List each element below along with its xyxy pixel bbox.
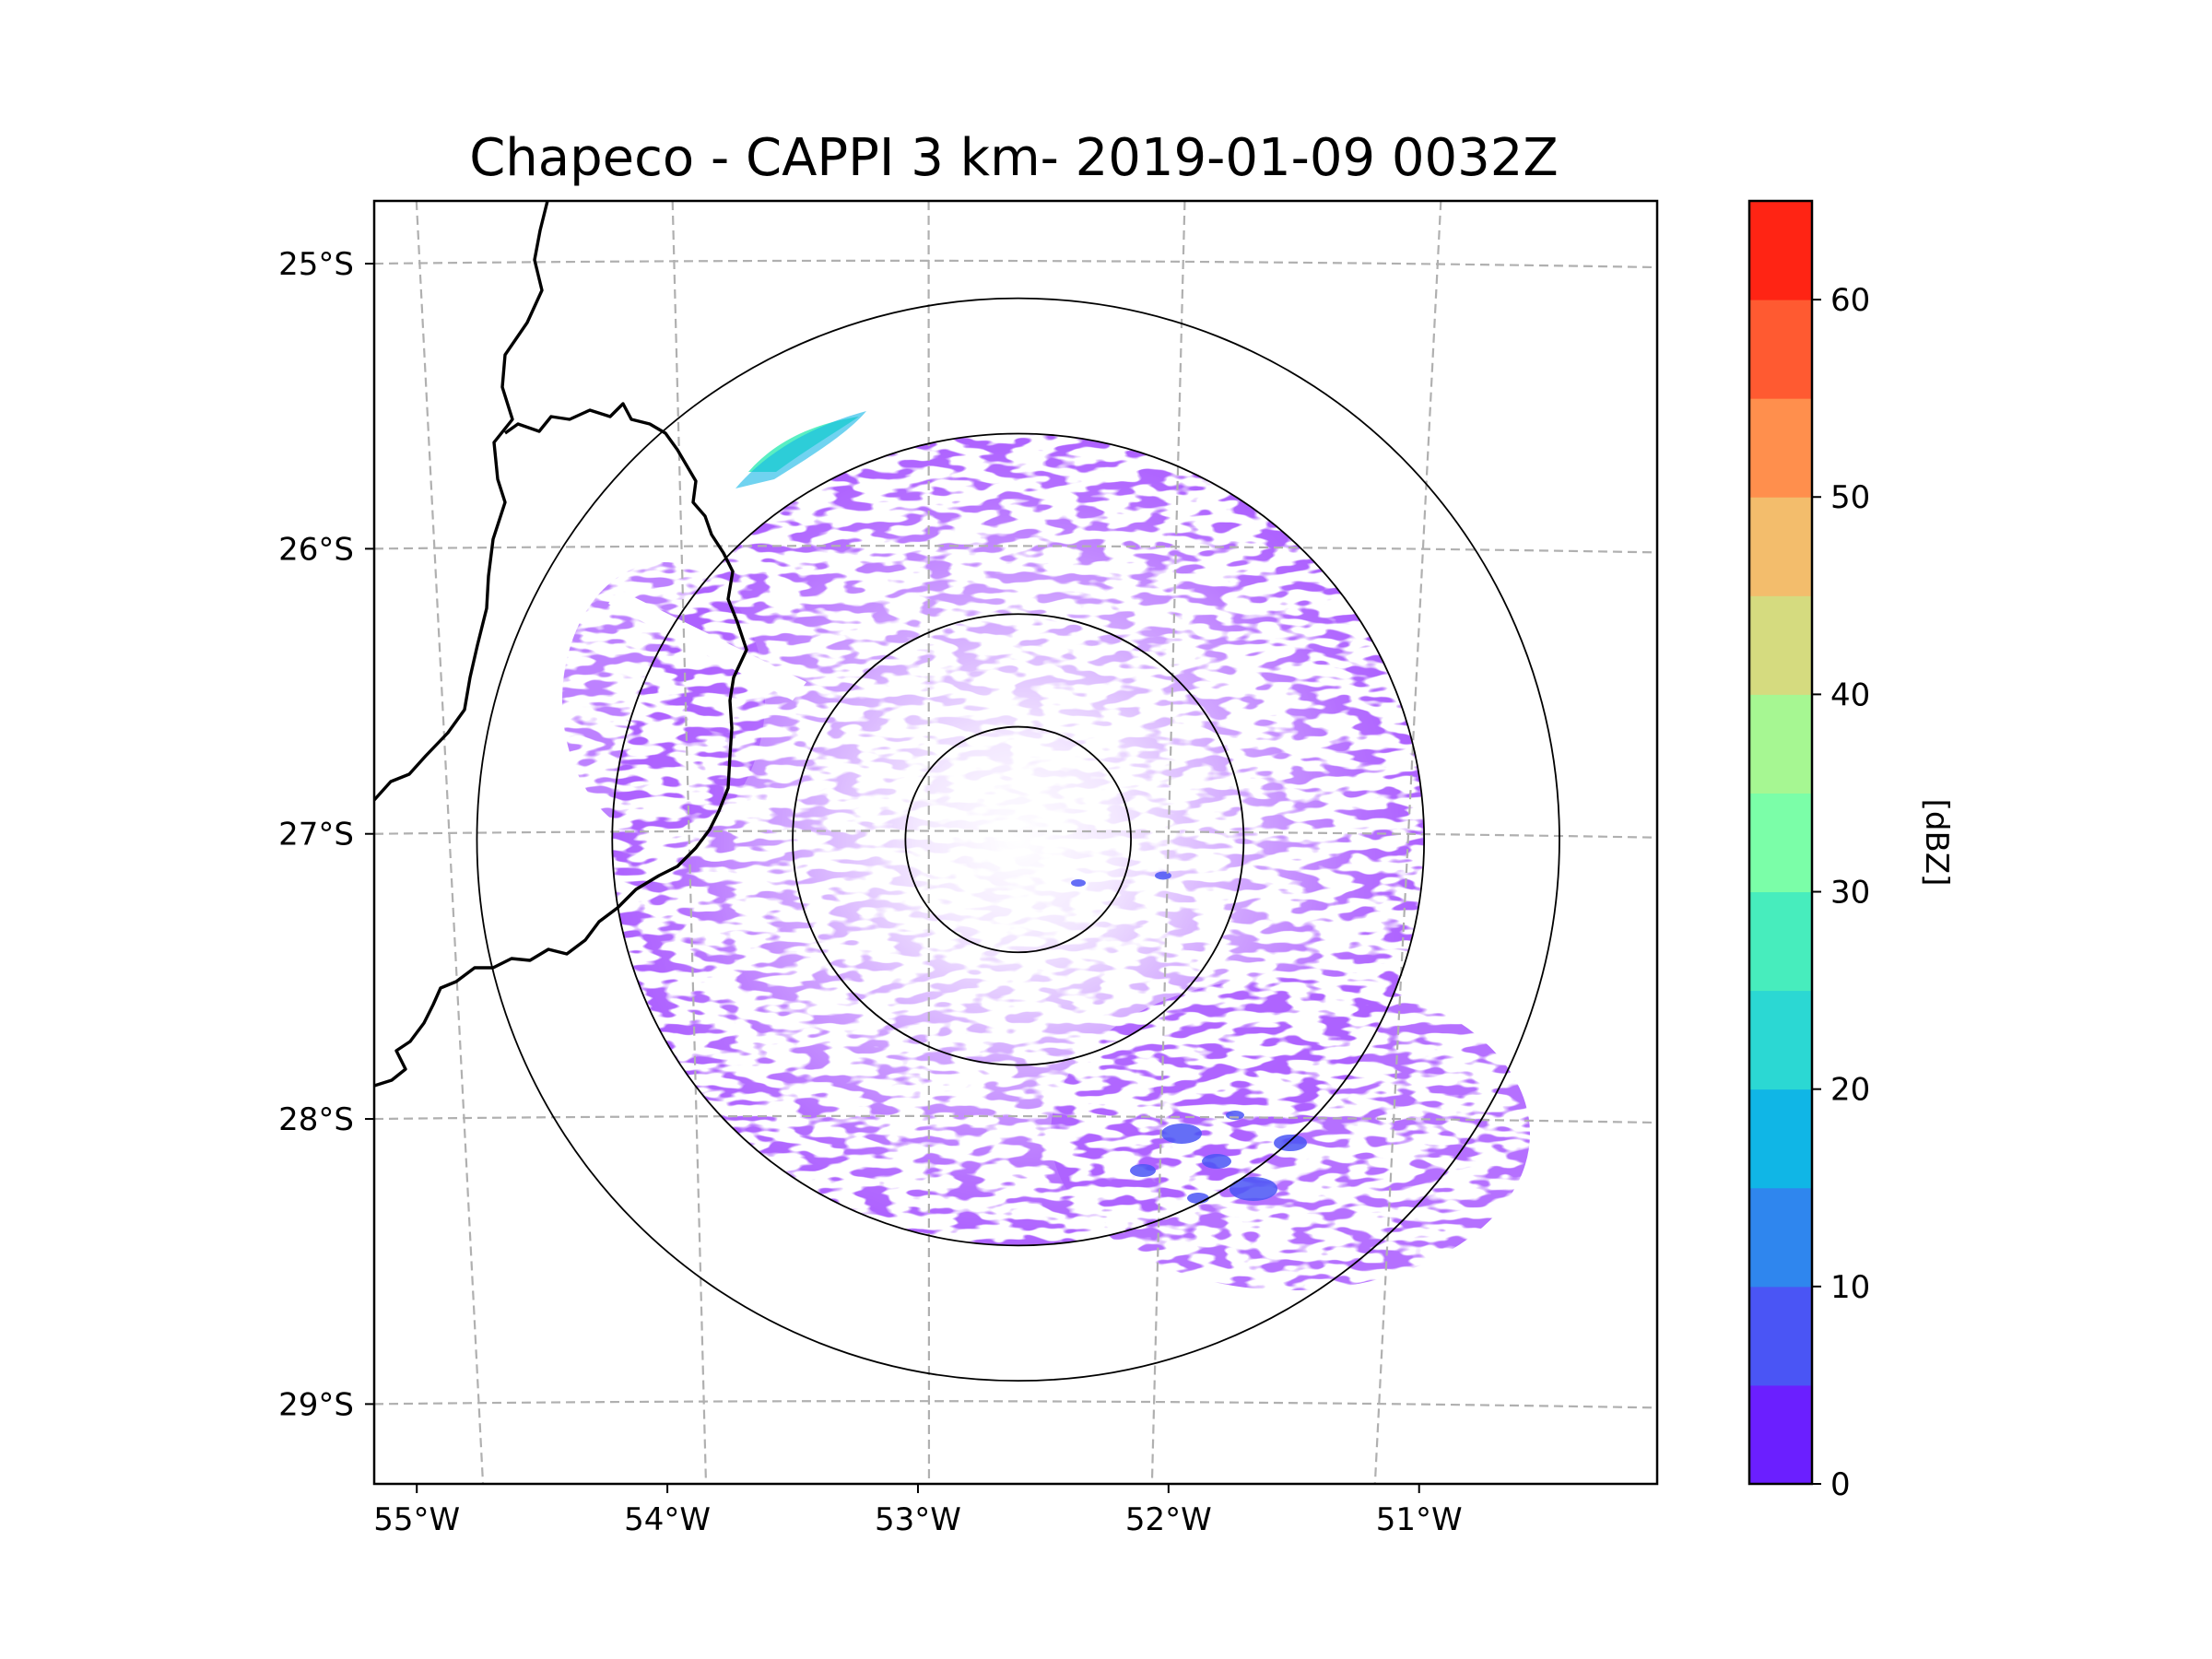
colorbar-segment-5 [1749,891,1812,992]
range-ring-2 [611,432,1426,1247]
lat-tick-label-4: 29°S [278,1386,354,1423]
border-line-argentina-brazil [374,201,549,802]
echo-patch-moderate-echo-south-east-6 [1226,1111,1244,1120]
colorbar-tick-label-1: 10 [1830,1269,1870,1306]
lat-gridline-0 [374,259,1657,269]
range-ring-0 [904,725,1132,954]
lat-tick-label-3: 28°S [278,1101,354,1138]
colorbar-segment-8 [1749,595,1812,695]
colorbar-tick-label-0: 0 [1830,1466,1851,1503]
colorbar-segment-6 [1749,793,1812,893]
echo-patch-moderate-echo-south-east-8 [1071,879,1086,887]
map-frame [372,199,1659,1486]
border-line-santa-catarina-north [374,402,748,1088]
longitude-axis: 55°W 54°W 53°W 52°W 51°W [373,1484,1463,1538]
colorbar-segment-10 [1749,398,1812,498]
colorbar-segment-0 [1749,1384,1812,1485]
radar-echo-layer [374,201,1657,1484]
lon-tick-label-2: 53°W [875,1501,961,1538]
lon-tick-label-4: 51°W [1376,1501,1463,1538]
latitude-axis: 25°S 26°S 27°S 28°S 29°S [278,246,374,1423]
lon-tick-label-3: 52°W [1125,1501,1212,1538]
lon-gridline-1 [671,201,708,1484]
map-area [374,201,1657,1484]
colorbar-segment-12 [1749,201,1812,300]
lat-gridline-1 [374,545,1657,554]
colorbar-tick-label-5: 50 [1830,479,1870,516]
range-rings [476,297,1560,1382]
echo-patch-moderate-echo-south-east-1 [1202,1154,1231,1169]
colorbar-segment-9 [1749,497,1812,596]
lon-tick-label-0: 55°W [373,1501,460,1538]
colorbar-segment-11 [1749,300,1812,399]
lat-tick-label-1: 26°S [278,531,354,568]
gridlines [374,201,1657,1484]
echo-patch-moderate-echo-south-east-5 [1130,1164,1156,1177]
colorbar-segment-4 [1749,990,1812,1090]
colorbar-segment-7 [1749,694,1812,794]
echo-patch-moderate-echo-south-east-2 [1230,1177,1277,1201]
echo-patch-moderate-echo-south-east-0 [1161,1124,1202,1144]
colorbar-label: [dBZ] [1918,799,1955,887]
echo-blockage-wedge [608,590,806,700]
colorbar: 0 10 20 30 40 50 60 [1747,199,1870,1503]
lon-gridline-4 [1373,201,1442,1484]
lon-gridline-0 [415,201,485,1484]
colorbar-segment-1 [1749,1286,1812,1386]
lat-tick-label-0: 25°S [278,246,354,283]
lat-tick-label-2: 27°S [278,817,354,853]
chart-title: Chapeco - CAPPI 3 km- 2019-01-09 0032Z [469,128,1559,188]
echo-patches [608,411,1307,1204]
colorbar-tick-label-4: 40 [1830,677,1870,713]
lon-gridline-3 [1150,201,1186,1484]
lat-gridline-3 [374,1114,1657,1124]
echo-patch-strong-echo-north-west-halo [735,411,866,488]
echo-speckle [374,201,1657,1484]
colorbar-tick-label-3: 30 [1830,875,1870,912]
echo-patch-moderate-echo-south-east-4 [1274,1135,1307,1151]
range-ring-3 [476,297,1560,1382]
colorbar-segment-2 [1749,1187,1812,1288]
lat-gridline-4 [374,1400,1657,1409]
colorbar-tick-label-6: 60 [1830,282,1870,319]
colorbar-frame [1747,199,1814,1486]
lon-tick-label-1: 54°W [624,1501,711,1538]
echo-patch-moderate-echo-south-east-7 [1155,871,1171,880]
echo-patch-moderate-echo-south-east-3 [1187,1193,1209,1204]
colorbar-segment-3 [1749,1088,1812,1189]
range-ring-1 [792,613,1245,1066]
political-borders [374,201,748,1088]
lat-gridline-2 [374,830,1657,839]
colorbar-tick-label-2: 20 [1830,1072,1870,1109]
